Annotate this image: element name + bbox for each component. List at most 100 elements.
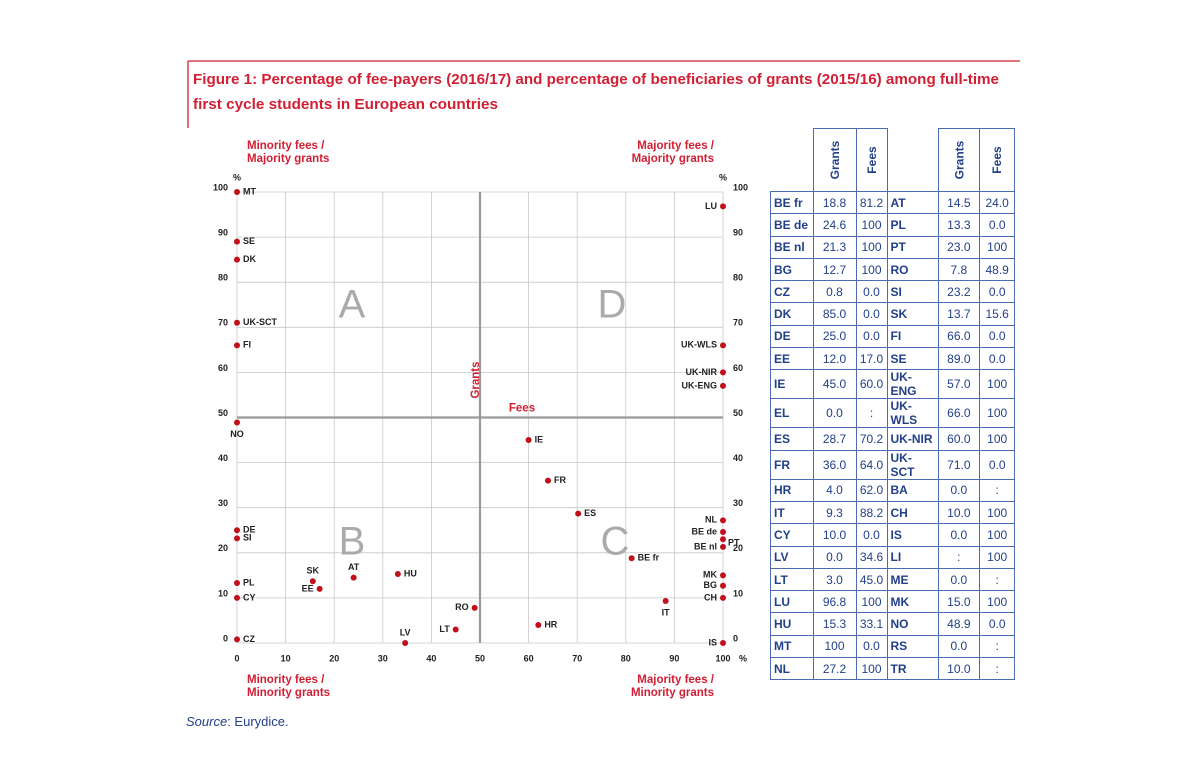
header-cell: Fees [855,128,888,192]
country-cell: HU [770,612,814,636]
value-cell: 25.0 [812,324,857,349]
value-cell: 34.6 [855,545,888,569]
value-cell: 9.3 [812,500,857,525]
x-tick-label: 90 [669,653,679,663]
country-cell: EE [770,347,814,371]
x-tick-label: 10 [281,653,291,663]
source-text: : Eurydice. [227,714,289,729]
value-cell: 45.0 [812,369,857,400]
header-cell: Grants [937,128,981,192]
header-label: Fees [864,146,879,174]
point [720,594,726,601]
point-label: FI [243,340,251,350]
y-tick-label: 70 [218,318,228,328]
value-cell: 3.0 [812,567,857,592]
table-row: MT 100 0.0 RS 0.0: [770,634,1016,659]
value-cell: : [979,567,1016,592]
y2-tick-label: 90 [733,227,743,237]
quadrant-label: Majority grants [247,153,329,165]
value-cell: 66.0 [937,324,981,349]
y2-tick-label: 80 [733,273,743,283]
value-cell: 0.0 [979,324,1016,349]
value-cell: 0.8 [812,280,857,304]
point-label: BG [704,580,718,590]
point [234,594,240,601]
point-label: BE de [691,526,717,536]
value-cell: : [979,657,1016,681]
table-row: BE fr 18.8 81.2 AT 14.5 24.0 [770,190,1016,215]
y2-tick-label: 40 [733,453,743,463]
value-cell: 60.0 [855,369,888,400]
x-tick-label: 50 [475,653,485,663]
point [234,342,240,349]
country-cell: NL [770,657,814,681]
country-cell: SE [886,347,939,371]
value-cell: 48.9 [979,257,1016,282]
value-cell: 85.0 [812,302,857,326]
y-unit: % [719,172,727,182]
value-cell: 70.2 [855,427,888,451]
country-cell: MK [886,590,939,614]
point [471,604,478,611]
source-label: Source [186,714,228,729]
value-cell: 17.0 [855,347,888,371]
point-label: RO [455,602,469,612]
point [720,382,726,389]
point [720,640,726,646]
quadrant-letter: B [339,520,366,564]
value-cell: 100 [812,634,857,659]
x-unit: % [739,653,747,663]
x-tick-label: 70 [572,653,582,663]
value-cell: 0.0 [979,347,1016,371]
y2-tick-label: 20 [733,543,743,553]
value-cell: 0.0 [812,398,857,429]
country-cell: BA [886,478,939,502]
point-label: NL [705,515,717,525]
country-cell: BE fr [770,190,814,215]
value-cell: : [979,634,1016,659]
point-label: UK-SCT [243,317,277,327]
point [720,536,726,543]
x-tick-label: 0 [234,653,239,663]
quadrant-label: Minority grants [247,687,330,699]
point-label: NO [230,429,244,439]
table-row: LV 0.0 34.6 LI:100 [770,545,1016,569]
quadrant-label: Majority fees / [637,674,714,686]
country-cell: RS [886,634,939,659]
point [234,527,240,534]
country-cell: EL [770,398,814,429]
table-row: CY 10.0 0.0 IS 0.0 100 [770,523,1016,547]
country-cell: PL [886,213,939,237]
point-label: SI [243,533,252,543]
value-cell: 0.0 [855,280,888,304]
point [720,203,726,210]
header-cell [887,129,938,192]
value-cell: 62.0 [855,478,888,502]
value-cell: 89.0 [937,347,981,371]
value-cell: 12.7 [812,257,857,282]
value-cell: 10.0 [937,500,981,525]
country-cell: RO [886,257,939,282]
value-cell: 0.0 [979,612,1016,636]
point-label: PL [243,577,255,587]
point-label: LV [400,627,411,637]
value-cell: 64.0 [855,449,888,480]
value-cell: 0.0 [812,545,857,569]
y2-tick-label: 10 [733,588,743,598]
table-row: DK 85.0 0.0 SK 13.7 15.6 [770,302,1016,326]
quadrant-label: Majority grants [632,153,714,165]
point [309,578,316,585]
quadrant-label: Minority fees / [247,674,325,686]
y-tick-label: 20 [218,543,228,553]
point-label: UK-ENG [682,380,718,390]
country-cell: BG [770,257,814,282]
table-row: LT 3.0 45.0 ME 0.0: [770,567,1016,592]
point [316,585,323,592]
y2-tick-label: 70 [733,318,743,328]
country-cell: TR [886,657,939,681]
y2-tick-label: 100 [733,182,748,192]
value-cell: 0.0 [855,324,888,349]
point-label: LU [705,201,717,211]
country-cell: SI [886,280,939,304]
